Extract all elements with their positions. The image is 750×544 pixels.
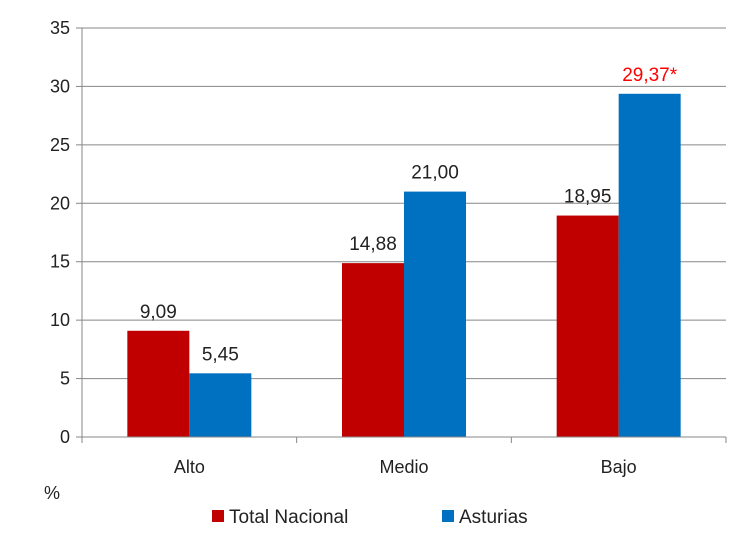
legend-swatch	[212, 510, 224, 522]
legend-label: Asturias	[459, 507, 528, 528]
y-tick-label: 10	[50, 310, 70, 330]
y-tick-label: 15	[50, 252, 70, 272]
bars	[127, 93, 681, 437]
data-label: 14,88	[349, 234, 397, 255]
bar-asturias-alto	[189, 373, 252, 437]
legend-swatch	[442, 510, 454, 522]
axes	[81, 28, 727, 443]
bar-total-nacional-medio	[342, 263, 404, 437]
data-label: 9,09	[140, 302, 177, 323]
legend: Total Nacional Asturias	[212, 507, 528, 528]
x-tick-label: Bajo	[601, 457, 637, 477]
data-labels: 9,09 5,45 14,88 21,00 18,95 29,37*	[140, 65, 678, 366]
y-tick-label: 30	[50, 76, 70, 96]
y-tick-label: 20	[50, 193, 70, 213]
y-tick-label: 35	[50, 18, 70, 38]
y-tick-label: 5	[60, 369, 70, 389]
bar-total-nacional-alto	[127, 330, 190, 437]
x-tick-labels: Alto Medio Bajo	[174, 457, 637, 477]
y-tick-label: 0	[60, 427, 70, 447]
data-label: 18,95	[564, 187, 612, 208]
bar-asturias-bajo	[618, 93, 681, 437]
bar-total-nacional-bajo	[556, 215, 619, 437]
y-tick-label: 25	[50, 135, 70, 155]
y-axis-unit-label: %	[44, 483, 60, 503]
x-tick-label: Alto	[174, 457, 205, 477]
x-tick-label: Medio	[379, 457, 428, 477]
data-label: 5,45	[202, 344, 239, 365]
data-label: 21,00	[411, 163, 459, 184]
legend-label: Total Nacional	[229, 507, 348, 528]
data-label: 29,37*	[622, 65, 678, 86]
y-tick-labels: 0 5 10 15 20 25 30 35	[50, 18, 70, 447]
bar-asturias-medio	[404, 191, 466, 437]
